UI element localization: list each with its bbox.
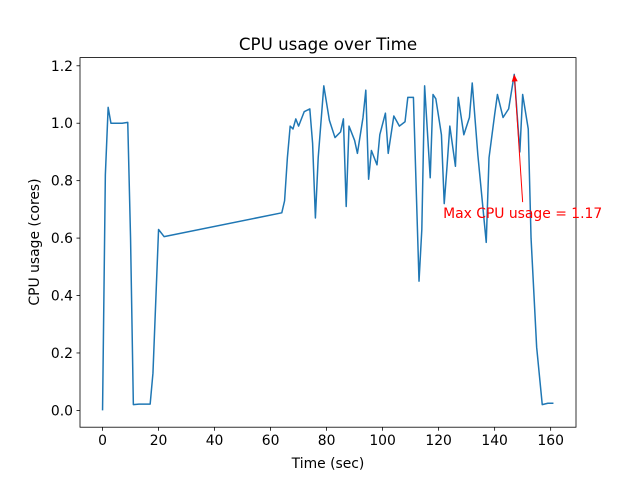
annotation-arrowhead	[511, 74, 518, 82]
x-tick-label: 160	[537, 433, 564, 449]
y-tick-label: 0.6	[51, 231, 73, 247]
x-axis-label: Time (sec)	[291, 456, 365, 472]
x-tick-label: 40	[206, 433, 224, 449]
y-axis-label: CPU usage (cores)	[27, 178, 43, 305]
y-tick-label: 1.0	[51, 116, 73, 132]
axes-frame	[79, 57, 577, 428]
x-tick-label: 100	[369, 433, 396, 449]
y-tick-label: 0.4	[51, 289, 73, 305]
x-tick-label: 0	[98, 433, 107, 449]
y-tick-label: 0.2	[51, 346, 73, 362]
annotation-text: Max CPU usage = 1.17	[443, 206, 602, 222]
annotation-arrow	[514, 81, 524, 203]
y-tick-label: 0.8	[51, 174, 73, 190]
x-tick-label: 20	[150, 433, 168, 449]
cpu-line	[101, 73, 554, 411]
x-tick-label: 140	[481, 433, 508, 449]
y-tick-label: 0.0	[51, 403, 73, 419]
chart-title: CPU usage over Time	[239, 34, 417, 54]
x-tick-label: 80	[318, 433, 336, 449]
x-tick-label: 60	[262, 433, 280, 449]
x-tick-label: 120	[425, 433, 452, 449]
y-tick-label: 1.2	[51, 59, 73, 75]
